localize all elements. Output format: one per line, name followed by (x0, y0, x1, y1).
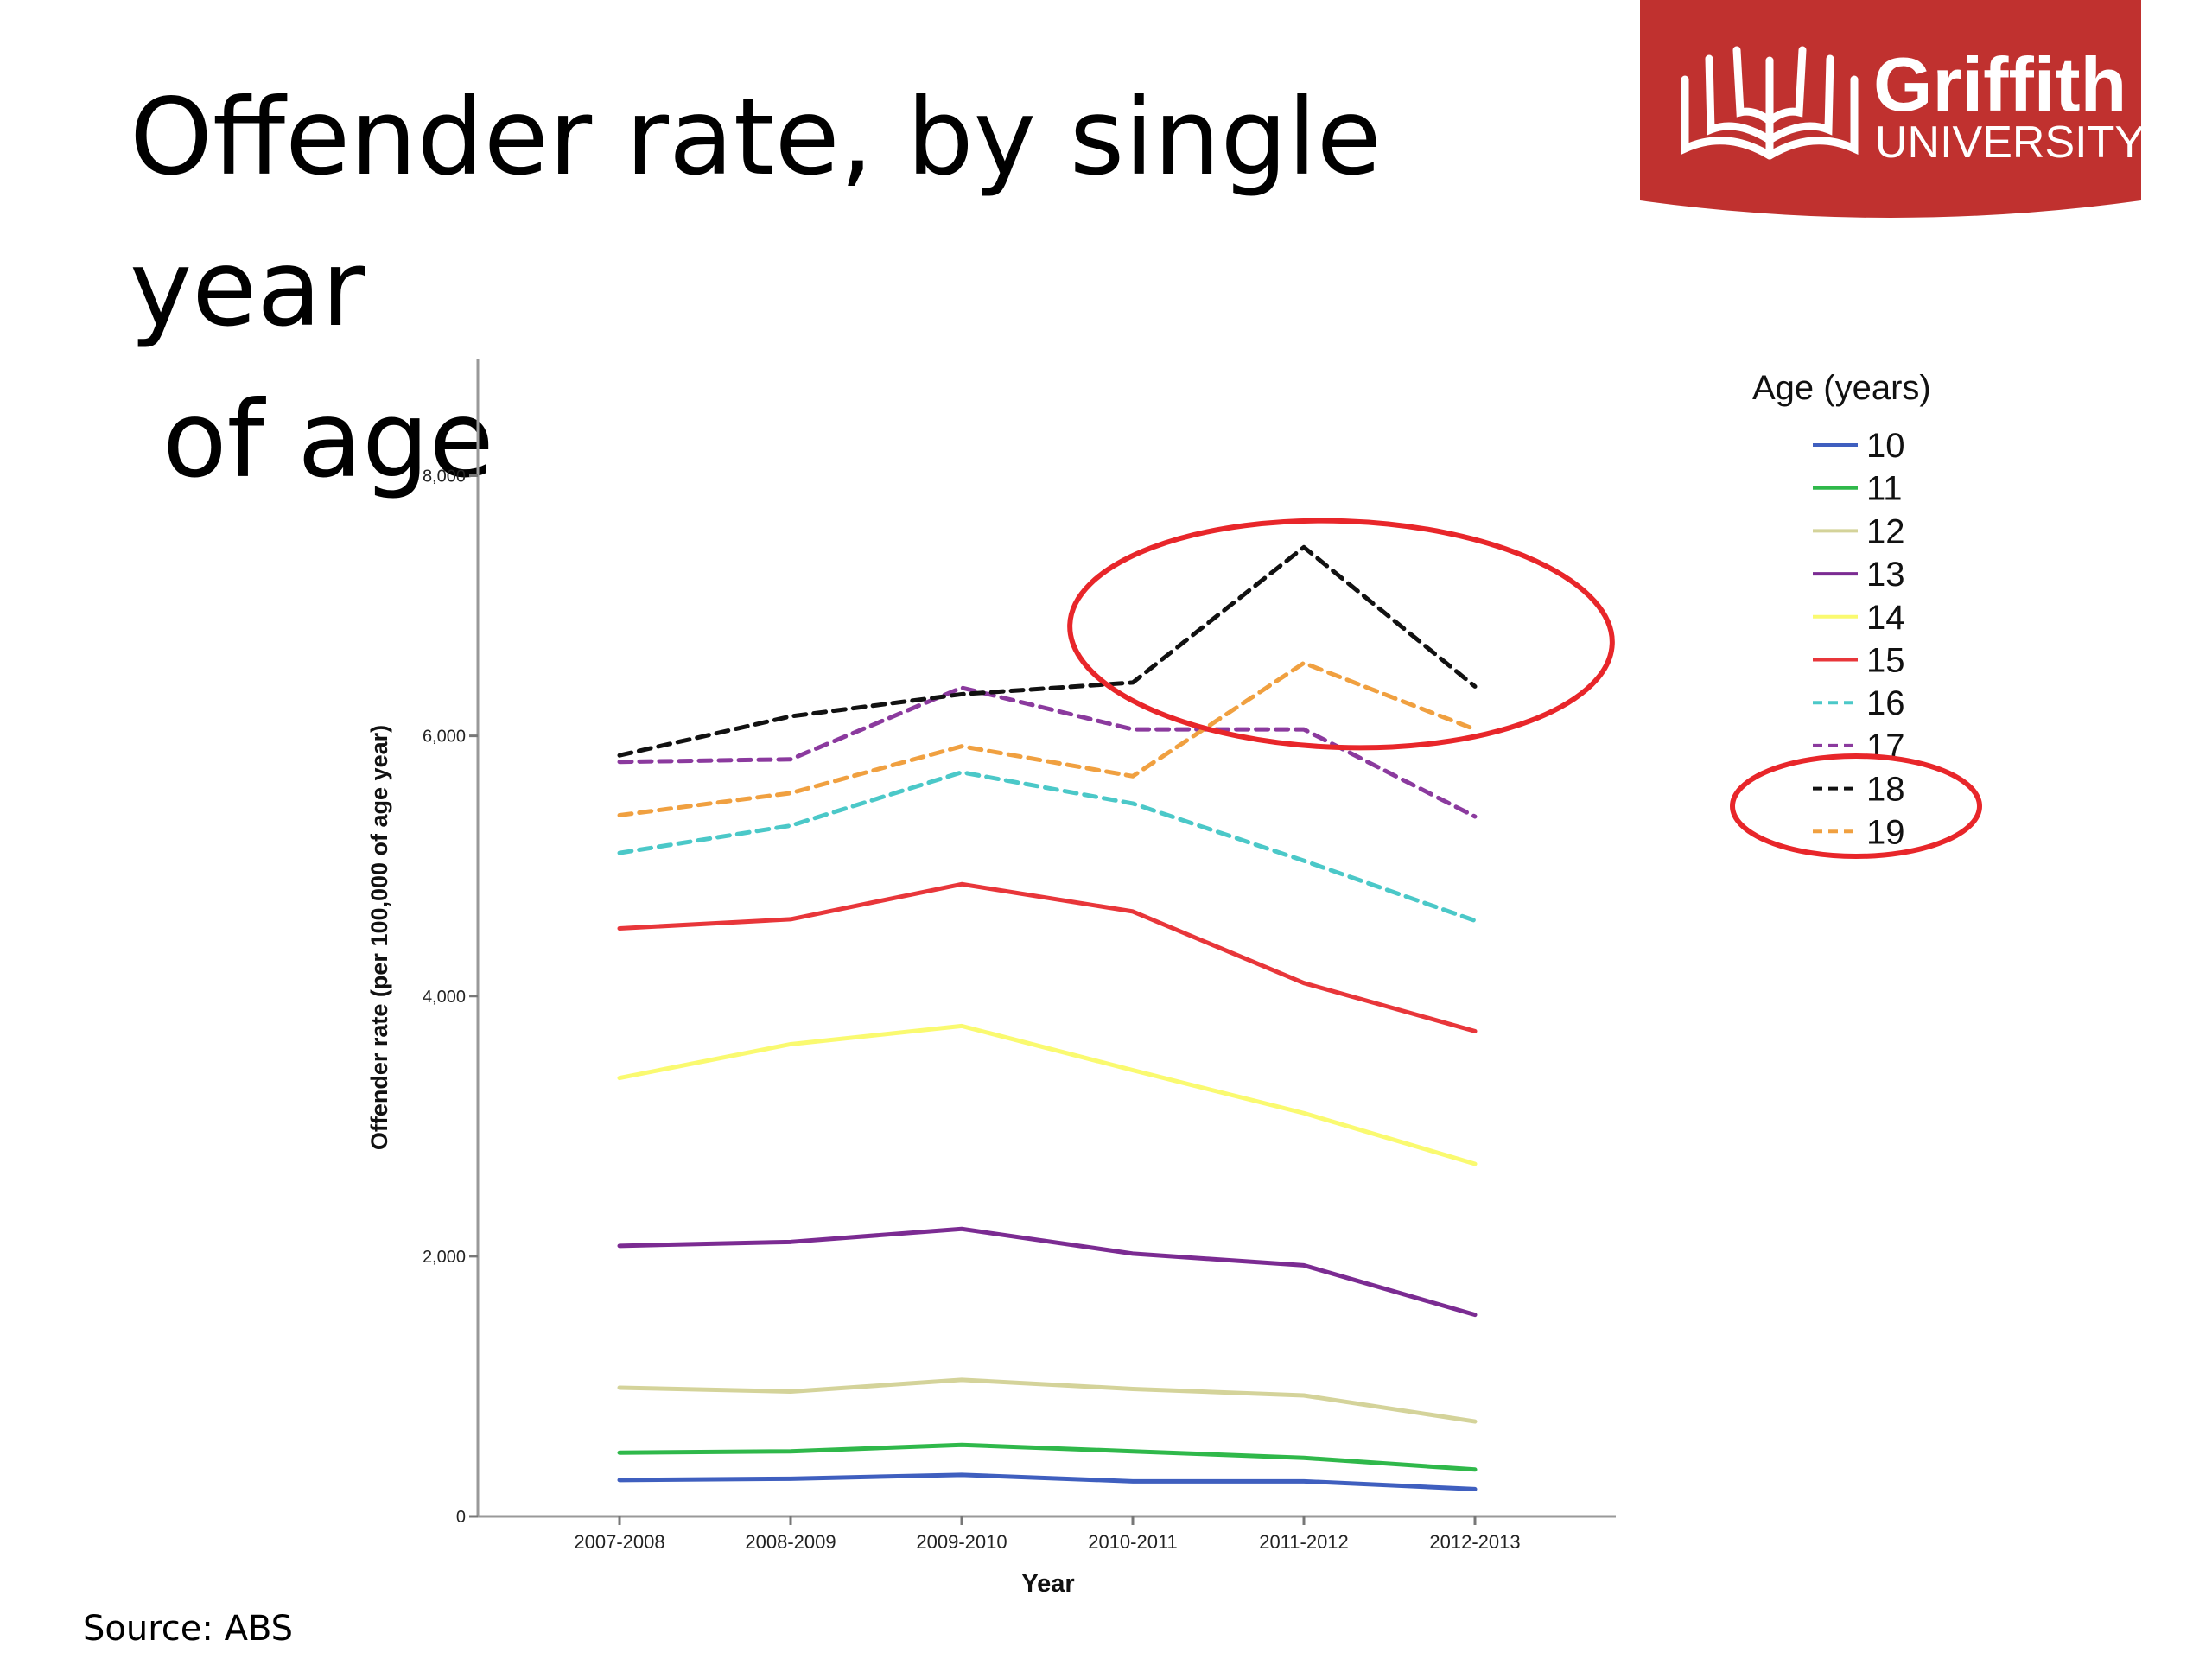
series-line-age-11 (617, 1442, 1478, 1472)
legend-label-age-15: 15 (1866, 642, 1905, 680)
series-line-age-17 (617, 685, 1478, 819)
x-tick-label: 2012-2013 (1429, 1531, 1520, 1553)
series-line-age-15 (617, 881, 1478, 1033)
series-line-age-16 (617, 770, 1478, 923)
x-tick-label: 2010-2011 (1088, 1531, 1178, 1553)
series-line-age-18 (617, 544, 1478, 758)
slide-title-line-1: Offender rate, by single year (130, 76, 1382, 350)
legend-label-age-11: 11 (1866, 470, 1903, 508)
x-tick-label: 2007-2008 (574, 1531, 664, 1553)
slide-title: Offender rate, by single year of age (130, 62, 1599, 516)
legend-label-age-14: 14 (1866, 599, 1905, 637)
series-line-age-19 (617, 660, 1478, 817)
y-tick-label: 8,000 (423, 467, 466, 486)
y-tick-label: 0 (456, 1508, 466, 1527)
highlight-ellipse-legend (1730, 753, 1982, 859)
legend-label-age-13: 13 (1866, 556, 1905, 594)
legend-label-age-18: 18 (1866, 771, 1905, 809)
series-line-age-10 (617, 1472, 1478, 1491)
slide-title-line-2: of age (162, 378, 494, 501)
logo-subtitle: UNIVERSITY (1875, 118, 2141, 168)
highlight-ellipse-peaks (1067, 518, 1615, 751)
legend-label-age-12: 12 (1866, 512, 1905, 550)
y-tick-label: 6,000 (423, 728, 466, 747)
legend-label-age-10: 10 (1866, 427, 1905, 465)
x-axis-title: Year (1021, 1570, 1074, 1598)
x-tick-label: 2008-2009 (745, 1531, 836, 1553)
chart-series (617, 544, 1478, 1491)
griffith-university-logo: Griffith UNIVERSITY (1640, 0, 2141, 218)
logo-name: Griffith (1873, 41, 2126, 127)
source-note: Source: ABS (83, 1609, 294, 1649)
legend-label-age-16: 16 (1866, 684, 1905, 722)
series-line-age-13 (617, 1226, 1478, 1318)
x-tick-label: 2011-2012 (1259, 1531, 1349, 1553)
series-line-age-12 (617, 1377, 1478, 1424)
chart-annotations (1067, 518, 1982, 859)
chart-axes: 0 2,000 4,000 6,000 8,000 2007-2008 2008-2009 2… (366, 359, 1616, 1598)
y-axis-title: Offender rate (per 100,000 of age year) (366, 725, 392, 1150)
legend-label-age-19: 19 (1866, 813, 1905, 851)
series-line-age-14 (617, 1023, 1478, 1166)
x-tick-label: 2009-2010 (916, 1531, 1007, 1553)
logo-background (1640, 0, 2141, 218)
legend-title: Age (years) (1752, 369, 1931, 407)
y-tick-label: 4,000 (423, 988, 466, 1007)
logo-book-icon (1681, 46, 1859, 160)
y-tick-label: 2,000 (423, 1248, 466, 1267)
